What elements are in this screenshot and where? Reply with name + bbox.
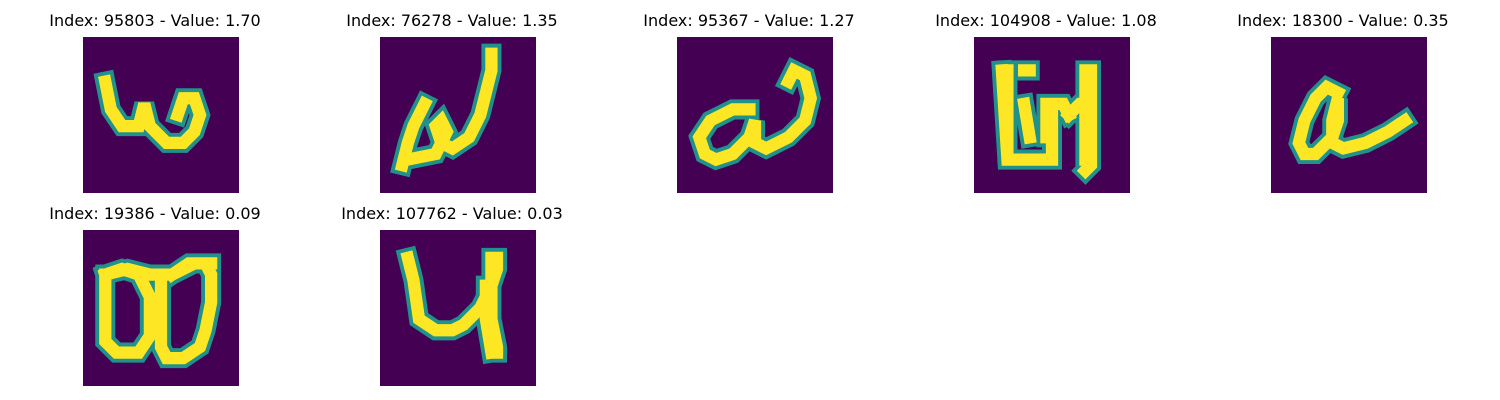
panel-1: Index: 95803 - Value: 1.70 [5, 0, 305, 193]
panel-3: Index: 95367 - Value: 1.27 [599, 0, 899, 193]
panel-2: Index: 76278 - Value: 1.35 [302, 0, 602, 193]
glyph-image [83, 37, 239, 193]
panel-title: Index: 107762 - Value: 0.03 [341, 204, 563, 223]
panel-title: Index: 95803 - Value: 1.70 [49, 11, 261, 30]
glyph-image [380, 230, 536, 386]
panel-title: Index: 19386 - Value: 0.09 [49, 204, 261, 223]
panel-title: Index: 18300 - Value: 0.35 [1237, 11, 1449, 30]
panel-4: Index: 104908 - Value: 1.08 [896, 0, 1196, 193]
panel-title: Index: 95367 - Value: 1.27 [643, 11, 855, 30]
panel-title: Index: 76278 - Value: 1.35 [346, 11, 558, 30]
panel-title: Index: 104908 - Value: 1.08 [935, 11, 1157, 30]
panel-7: Index: 107762 - Value: 0.03 [302, 193, 602, 386]
glyph-image [677, 37, 833, 193]
glyph-image [380, 37, 536, 193]
panel-5: Index: 18300 - Value: 0.35 [1193, 0, 1493, 193]
glyph-image [83, 230, 239, 386]
glyph-image [974, 37, 1130, 193]
glyph-image [1271, 37, 1427, 193]
panel-6: Index: 19386 - Value: 0.09 [5, 193, 305, 386]
